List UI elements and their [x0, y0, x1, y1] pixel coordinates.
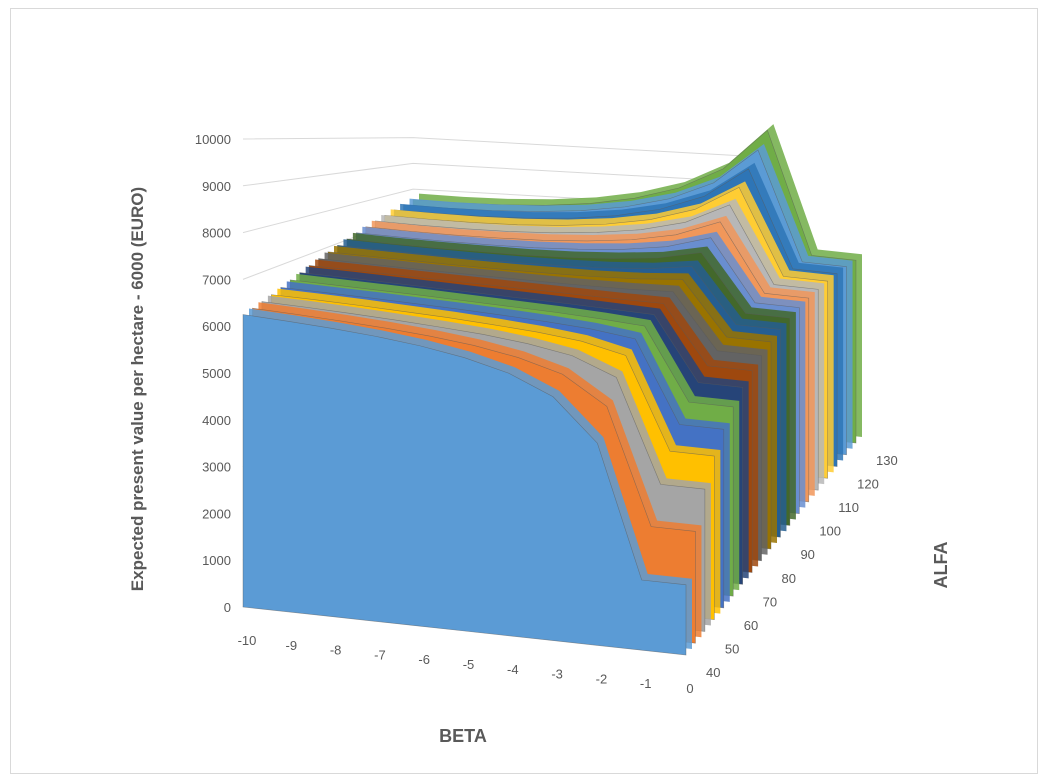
- gridline: [243, 138, 773, 158]
- z-tick-label: 90: [800, 547, 814, 562]
- z-tick-label: 40: [706, 665, 720, 680]
- z-tick-label: 50: [725, 641, 739, 656]
- y-tick-label: 8000: [202, 226, 231, 241]
- y-tick-label: 10000: [195, 132, 231, 147]
- y-tick-label: 4000: [202, 413, 231, 428]
- y-tick-label: 7000: [202, 272, 231, 287]
- x-tick-label: -10: [238, 633, 257, 648]
- y-tick-label: 0: [224, 600, 231, 615]
- z-tick-label: 110: [838, 500, 859, 515]
- surface-ribbons: [243, 124, 862, 655]
- x-tick-label: -3: [551, 667, 563, 682]
- surface-chart: 0100020003000400050006000700080009000100…: [11, 9, 1039, 775]
- y-tick-label: 5000: [202, 366, 231, 381]
- x-tick-label: -7: [374, 647, 386, 662]
- z-tick-label: 70: [763, 594, 777, 609]
- x-tick-label: -9: [286, 638, 298, 653]
- x-axis-label: BETA: [439, 726, 487, 746]
- y-tick-label: 1000: [202, 553, 231, 568]
- z-axis-label: ALFA: [931, 542, 951, 589]
- y-axis-ticks: 0 1000 2000 3000 4000 5000 6000 7000 8000 9000 100…: [195, 132, 231, 615]
- z-tick-label: 80: [782, 571, 796, 586]
- z-tick-label: 60: [744, 618, 758, 633]
- x-tick-label: -5: [463, 657, 475, 672]
- x-tick-label: 0: [686, 681, 693, 696]
- x-tick-label: -8: [330, 643, 342, 658]
- y-tick-label: 9000: [202, 179, 231, 194]
- x-tick-label: -6: [418, 652, 430, 667]
- x-tick-label: -2: [596, 671, 608, 686]
- chart-frame: 0 1000 2000 3000 4000 5000 6000 7000 8000 9000 100…: [10, 8, 1038, 774]
- y-tick-label: 3000: [202, 460, 231, 475]
- z-tick-label: 130: [876, 453, 898, 468]
- x-tick-label: -4: [507, 662, 519, 677]
- z-tick-label: 120: [857, 477, 879, 492]
- z-tick-label: 100: [819, 524, 841, 539]
- x-tick-label: -1: [640, 676, 652, 691]
- y-tick-label: 2000: [202, 506, 231, 521]
- y-axis-label: Expected present value per hectare - 600…: [128, 187, 147, 591]
- y-tick-label: 6000: [202, 319, 231, 334]
